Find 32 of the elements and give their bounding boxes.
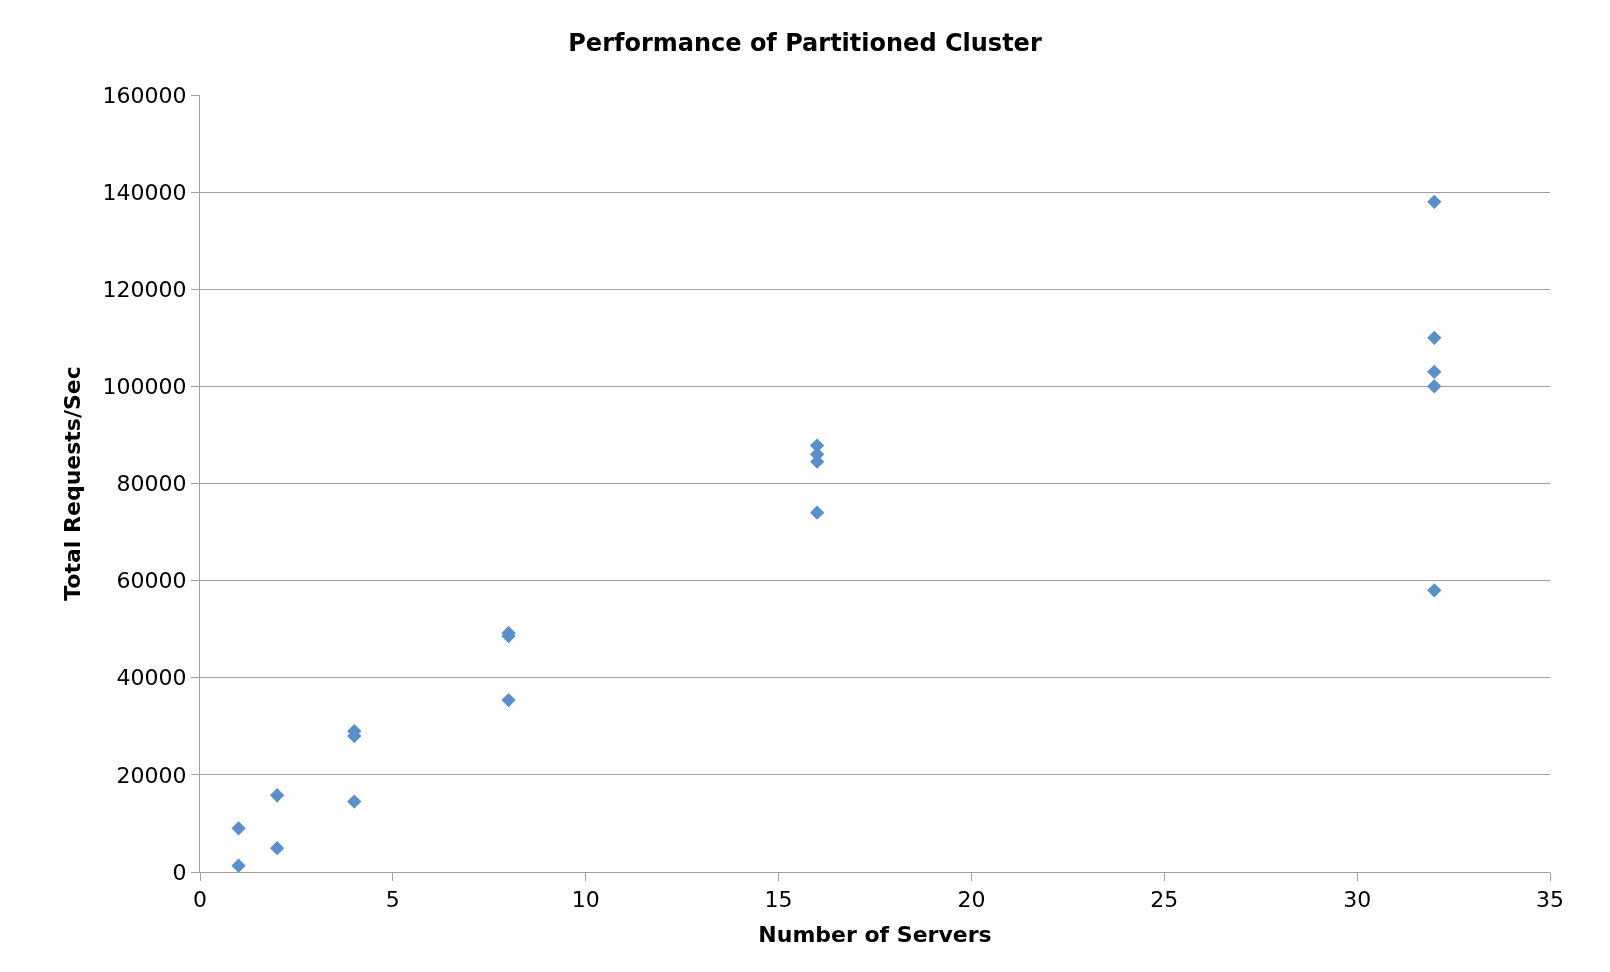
chart-title: Performance of Partitioned Cluster xyxy=(568,28,1042,57)
point xyxy=(1427,379,1442,394)
y-tick-label: 120000 xyxy=(102,276,187,302)
y-tick-label: 100000 xyxy=(102,374,187,400)
x-tick-label: 0 xyxy=(193,887,207,913)
point xyxy=(347,794,362,809)
x-tick-label: 20 xyxy=(957,887,986,913)
point xyxy=(1427,364,1442,379)
y-tick-label: 140000 xyxy=(102,179,187,205)
point xyxy=(269,788,285,803)
x-tick-label: 10 xyxy=(571,887,600,913)
point xyxy=(809,505,825,520)
y-tick-label: 20000 xyxy=(116,762,187,788)
x-tick-label: 25 xyxy=(1150,887,1179,913)
y-axis-title: Total Requests/Sec xyxy=(60,366,86,601)
y-tick-label: 40000 xyxy=(116,665,187,691)
point xyxy=(231,821,246,836)
x-tick-label: 5 xyxy=(385,887,400,913)
point xyxy=(1427,194,1442,209)
x-tick-label: 35 xyxy=(1536,887,1564,913)
x-axis-title: Number of Servers xyxy=(758,922,992,948)
point xyxy=(1427,330,1442,345)
point xyxy=(269,841,285,856)
point xyxy=(231,858,246,872)
point xyxy=(1427,583,1442,598)
y-tick-label: 160000 xyxy=(102,82,187,108)
point xyxy=(501,692,516,708)
x-tick-label: 30 xyxy=(1343,887,1372,913)
x-tick-label: 15 xyxy=(764,887,793,913)
y-tick-label: 60000 xyxy=(116,568,187,594)
y-tick-label: 0 xyxy=(172,859,187,885)
y-tick-label: 80000 xyxy=(116,471,187,497)
